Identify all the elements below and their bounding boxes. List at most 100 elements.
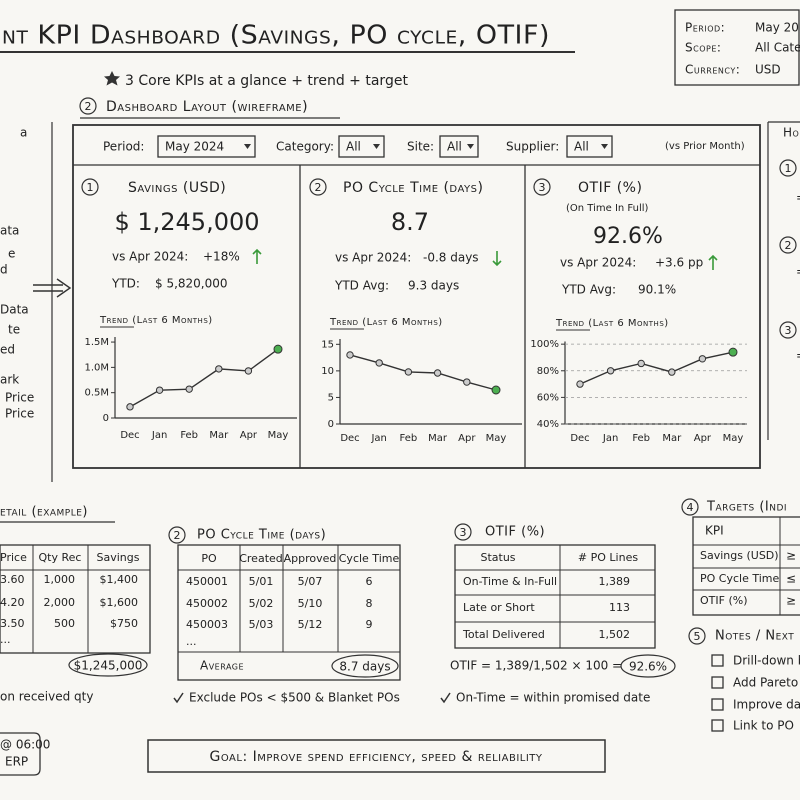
checkbox[interactable]: [711, 654, 724, 667]
trend-point: [244, 367, 253, 375]
table-frame: [692, 516, 800, 616]
trend-point: [273, 344, 283, 354]
trend-point: [576, 380, 584, 388]
step-badge: [779, 159, 797, 177]
x-tick-label: Jan: [151, 430, 167, 441]
x-tick-label: Feb: [632, 433, 650, 444]
filter-dropdown[interactable]: [338, 135, 385, 158]
table-header: Status: [480, 551, 515, 564]
step-badge: [454, 523, 472, 541]
table-cell: 5/01: [249, 575, 274, 588]
goal-text: Goal: Improve spend efficiency, speed & …: [209, 749, 542, 765]
table-header: Cycle Time: [339, 552, 400, 565]
goal-box: [147, 739, 606, 773]
x-tick-label: Feb: [400, 433, 418, 444]
table-cell: OTIF (%): [700, 594, 747, 607]
kpi-ytd-value: 90.1%: [638, 283, 676, 297]
schedule-box: [0, 732, 41, 776]
dropdown-arrow: [601, 144, 608, 149]
table-cell: $1,600: [100, 596, 139, 609]
table-cell: 5/03: [249, 618, 274, 631]
y-tick-label: 60%: [537, 392, 559, 403]
y-tick-label: 15: [321, 339, 334, 350]
filter-dropdown[interactable]: [566, 135, 613, 158]
table-cell: ≤: [786, 572, 796, 586]
check-icon: [173, 692, 184, 704]
table-header: KPI: [705, 524, 724, 538]
y-tick-label: 100%: [530, 339, 559, 350]
kpi-value: 92.6%: [593, 224, 663, 249]
table-cell: 6: [366, 575, 373, 588]
step-badge: [681, 498, 699, 516]
kpi-ytd-label: YTD Avg:: [561, 283, 616, 297]
step-number: 2: [785, 239, 792, 252]
kpi-ytd-label: YTD Avg:: [334, 279, 389, 293]
y-tick-label: 5: [328, 392, 334, 403]
filter-value: All: [346, 140, 361, 154]
note-item: Improve dat: [733, 698, 800, 712]
filter-value: All: [574, 140, 589, 154]
kpi-compare-label: vs Apr 2024:: [112, 250, 188, 264]
formula: OTIF = 1,389/1,502 × 100 =: [450, 659, 622, 673]
cropped-text: =: [796, 191, 800, 205]
filter-label: Site:: [407, 140, 434, 154]
meta-box: [674, 9, 800, 86]
checkbox[interactable]: [711, 719, 724, 732]
table-cell: 3.60: [0, 573, 25, 586]
subtitle: 3 Core KPIs at a glance + trend + target: [125, 73, 408, 89]
trend-point: [375, 359, 383, 367]
highlight-oval: [68, 653, 148, 677]
section-title: etail (example): [0, 505, 88, 520]
x-tick-label: Apr: [458, 433, 476, 444]
trend-arrow-down: [492, 251, 502, 267]
x-tick-label: Apr: [240, 430, 258, 441]
table-cell: 1,000: [44, 573, 76, 586]
trend-point: [668, 368, 676, 376]
table-cell: 1,389: [599, 575, 631, 588]
filter-dropdown[interactable]: [157, 135, 256, 158]
step-number: 1: [785, 162, 792, 175]
step-badge: [168, 526, 186, 544]
filter-label: Supplier:: [506, 140, 559, 154]
kpi-ytd-value: $ 5,820,000: [155, 277, 228, 291]
cropped-text: Data: [0, 303, 29, 317]
trend-point: [404, 368, 413, 376]
meta-label: Currency:: [685, 63, 740, 77]
step-number: 2: [315, 181, 322, 194]
trend-point: [126, 403, 134, 411]
step-badge: [688, 627, 706, 645]
table-cell: 2,000: [44, 596, 76, 609]
kpi-title: Savings (USD): [128, 180, 226, 196]
chart-title: Trend (Last 6 Months): [329, 317, 443, 328]
filter-label: Category:: [276, 140, 334, 154]
x-tick-label: Jan: [370, 433, 386, 444]
flow-arrow: [33, 278, 72, 298]
meta-value: May 20: [755, 21, 799, 35]
table-cell: Savings (USD): [700, 549, 779, 562]
filter-dropdown[interactable]: [439, 135, 479, 158]
table-cell: 3.50: [0, 617, 25, 630]
table-frame: [177, 544, 401, 681]
dashboard-frame: [72, 124, 761, 469]
kpi-value: 8.7: [391, 208, 429, 236]
kpi-subtitle: (On Time In Full): [566, 203, 649, 214]
dropdown-arrow: [244, 144, 251, 149]
table-note: On-Time = within promised date: [456, 691, 650, 705]
table-total: $1,245,000: [74, 659, 143, 673]
trend-point: [155, 386, 164, 394]
table-header: # PO Lines: [578, 551, 638, 564]
table-header: Savings: [97, 551, 140, 564]
meta-label: Period:: [685, 21, 725, 35]
section-title: PO Cycle Time (days): [197, 528, 326, 543]
dropdown-arrow: [467, 144, 474, 149]
checkbox[interactable]: [711, 698, 724, 711]
x-tick-label: Dec: [570, 433, 589, 444]
trend-point: [463, 378, 471, 386]
cropped-text: ata: [0, 224, 19, 238]
formula-result: 92.6%: [629, 660, 667, 674]
cropped-text: a: [20, 126, 27, 140]
note-item: Add Pareto: [733, 676, 798, 690]
checkbox[interactable]: [711, 676, 724, 689]
step-badge: [533, 178, 551, 196]
step-number: 1: [87, 181, 94, 194]
